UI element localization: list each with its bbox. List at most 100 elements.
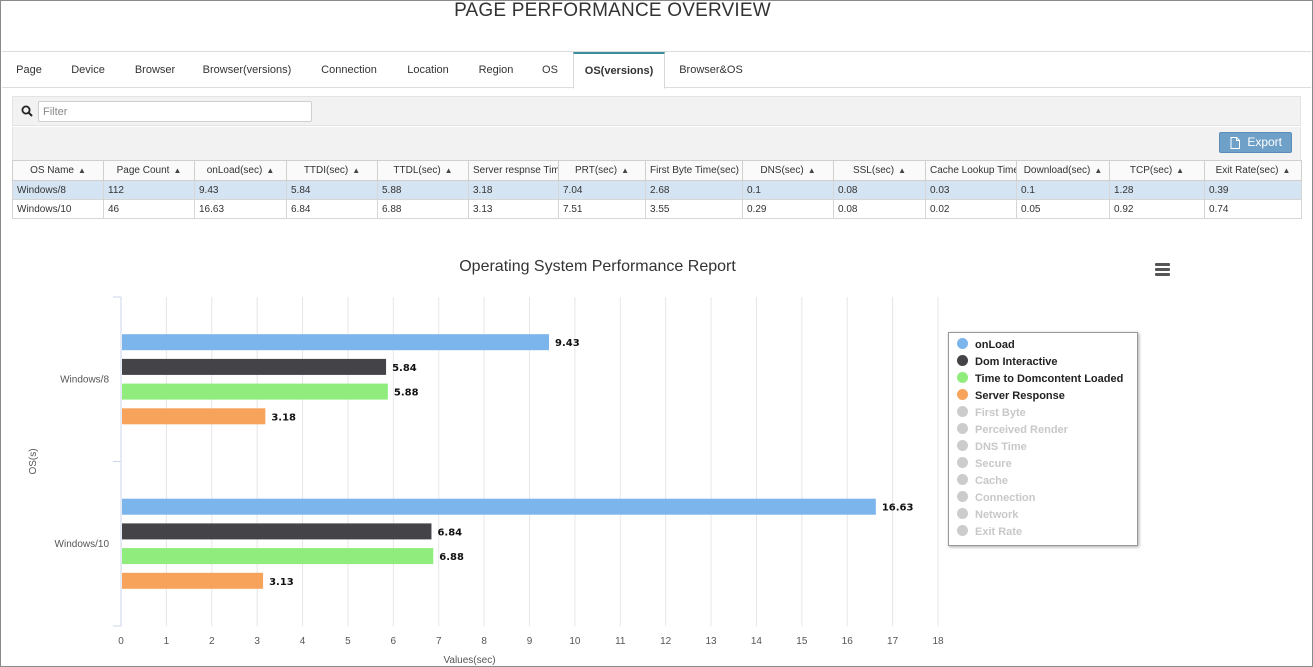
table-cell: 1.28 — [1109, 180, 1205, 200]
filter-input[interactable] — [38, 101, 312, 122]
table-cell: 3.55 — [645, 199, 743, 219]
tab-os-versions[interactable]: OS(versions) — [573, 52, 665, 89]
data-label: 5.88 — [394, 388, 419, 399]
legend-item[interactable]: Time to Domcontent Loaded — [957, 371, 1129, 388]
sort-icon: ▲︎ — [807, 165, 816, 175]
legend-item[interactable]: Network — [957, 507, 1129, 524]
chart-title: Operating System Performance Report — [459, 258, 736, 275]
column-header-ssl[interactable]: SSL(sec) ▲︎ — [833, 160, 926, 181]
sort-icon: ▲︎ — [352, 165, 361, 175]
hamburger-menu-icon[interactable] — [1155, 263, 1170, 276]
legend-item[interactable]: Exit Rate — [957, 524, 1129, 541]
table-cell: 112 — [103, 180, 195, 200]
column-header-first-byte[interactable]: First Byte Time(sec) — [645, 160, 743, 181]
legend-marker-icon — [957, 355, 968, 366]
export-button[interactable]: Export — [1219, 132, 1292, 153]
table-row[interactable]: Windows/10 46 16.63 6.84 6.88 3.13 7.51 … — [12, 199, 1302, 219]
table-row[interactable]: Windows/8 112 9.43 5.84 5.88 3.18 7.04 2… — [12, 180, 1302, 200]
tab-os[interactable]: OS — [542, 64, 558, 76]
table-cell: 0.1 — [1016, 180, 1110, 200]
table-cell: Windows/10 — [12, 199, 104, 219]
sort-icon: ▲︎ — [1094, 165, 1103, 175]
sort-icon: ▲︎ — [444, 165, 453, 175]
tab-region[interactable]: Region — [478, 64, 514, 76]
tab-page[interactable]: Page — [16, 64, 42, 76]
legend-item[interactable]: DNS Time — [957, 439, 1129, 456]
data-label: 6.88 — [439, 552, 464, 563]
tab-location[interactable]: Location — [407, 64, 449, 76]
column-header-os-name[interactable]: OS Name ▲︎ — [12, 160, 104, 181]
page-title: PAGE PERFORMANCE OVERVIEW — [454, 0, 771, 21]
table-cell: 5.88 — [377, 180, 469, 200]
column-header-download[interactable]: Download(sec) ▲︎ — [1016, 160, 1110, 181]
bar[interactable] — [122, 548, 434, 565]
table-cell: 3.18 — [468, 180, 559, 200]
legend-item[interactable]: Server Response — [957, 388, 1129, 405]
y-tick-label: Windows/8 — [60, 374, 109, 385]
legend-item[interactable]: onLoad — [957, 337, 1129, 354]
tab-browser-versions[interactable]: Browser(versions) — [202, 64, 292, 76]
legend-label: Dom Interactive — [975, 356, 1058, 368]
column-header-onload[interactable]: onLoad(sec) ▲︎ — [194, 160, 287, 181]
legend-item[interactable]: Cache — [957, 473, 1129, 490]
legend-label: DNS Time — [975, 441, 1027, 453]
data-table: OS Name ▲︎ Page Count ▲︎ onLoad(sec) ▲︎ TTD… — [12, 160, 1302, 219]
legend-marker-icon — [957, 508, 968, 519]
x-tick-label: 17 — [887, 636, 899, 647]
y-tick-label: Windows/10 — [55, 539, 110, 550]
column-header-page-count[interactable]: Page Count ▲︎ — [103, 160, 195, 181]
sort-icon: ▲︎ — [898, 165, 907, 175]
table-cell: 7.04 — [558, 180, 646, 200]
bar[interactable] — [122, 523, 432, 540]
column-header-prt[interactable]: PRT(sec) ▲︎ — [558, 160, 646, 181]
table-cell: 3.13 — [468, 199, 559, 219]
column-header-ttdl[interactable]: TTDL(sec) ▲︎ — [377, 160, 469, 181]
table-cell: 0.05 — [1016, 199, 1110, 219]
table-cell: 6.84 — [286, 199, 378, 219]
sort-icon: ▲︎ — [1282, 165, 1291, 175]
tab-connection[interactable]: Connection — [321, 64, 377, 76]
bar[interactable] — [122, 408, 266, 425]
column-header-server-response[interactable]: Server respnse Time — [468, 160, 559, 181]
legend-label: Connection — [975, 492, 1036, 504]
table-cell: 0.08 — [833, 199, 926, 219]
table-cell: 16.63 — [194, 199, 287, 219]
tab-browser-os[interactable]: Browser&OS — [679, 64, 743, 76]
bar[interactable] — [122, 498, 876, 515]
x-tick-label: 9 — [527, 636, 533, 647]
legend-label: Cache — [975, 475, 1009, 487]
legend-marker-icon — [957, 389, 968, 400]
legend-marker-icon — [957, 525, 968, 536]
x-tick-label: 1 — [164, 636, 170, 647]
legend-item[interactable]: Connection — [957, 490, 1129, 507]
data-label: 16.63 — [882, 503, 914, 514]
filter-bar — [12, 96, 1301, 126]
bar[interactable] — [122, 383, 388, 400]
table-cell: 5.84 — [286, 180, 378, 200]
column-header-cache-lookup[interactable]: Cache Lookup Time — [925, 160, 1017, 181]
legend-item[interactable]: Perceived Render — [957, 422, 1129, 439]
tab-device[interactable]: Device — [71, 64, 105, 76]
column-header-dns[interactable]: DNS(sec) ▲︎ — [742, 160, 834, 181]
x-tick-label: 0 — [118, 636, 124, 647]
x-tick-label: 18 — [932, 636, 944, 647]
legend-label: Server Response — [975, 390, 1065, 402]
column-header-exit-rate[interactable]: Exit Rate(sec) ▲︎ — [1204, 160, 1302, 181]
bar[interactable] — [122, 334, 550, 351]
legend-label: onLoad — [975, 339, 1015, 351]
tab-browser[interactable]: Browser — [134, 64, 176, 76]
bar[interactable] — [122, 358, 387, 375]
export-label: Export — [1247, 135, 1282, 149]
document-icon — [1230, 137, 1240, 149]
column-header-tcp[interactable]: TCP(sec) ▲︎ — [1109, 160, 1205, 181]
legend-item[interactable]: Dom Interactive — [957, 354, 1129, 371]
legend-item[interactable]: Secure — [957, 456, 1129, 473]
bar[interactable] — [122, 572, 264, 589]
x-axis-title: Values(sec) — [443, 655, 495, 666]
data-label: 6.84 — [437, 527, 462, 538]
table-cell: 7.51 — [558, 199, 646, 219]
column-header-ttdi[interactable]: TTDI(sec) ▲︎ — [286, 160, 378, 181]
legend-item[interactable]: First Byte — [957, 405, 1129, 422]
search-icon — [21, 105, 33, 117]
chart-gridlines — [165, 297, 939, 626]
